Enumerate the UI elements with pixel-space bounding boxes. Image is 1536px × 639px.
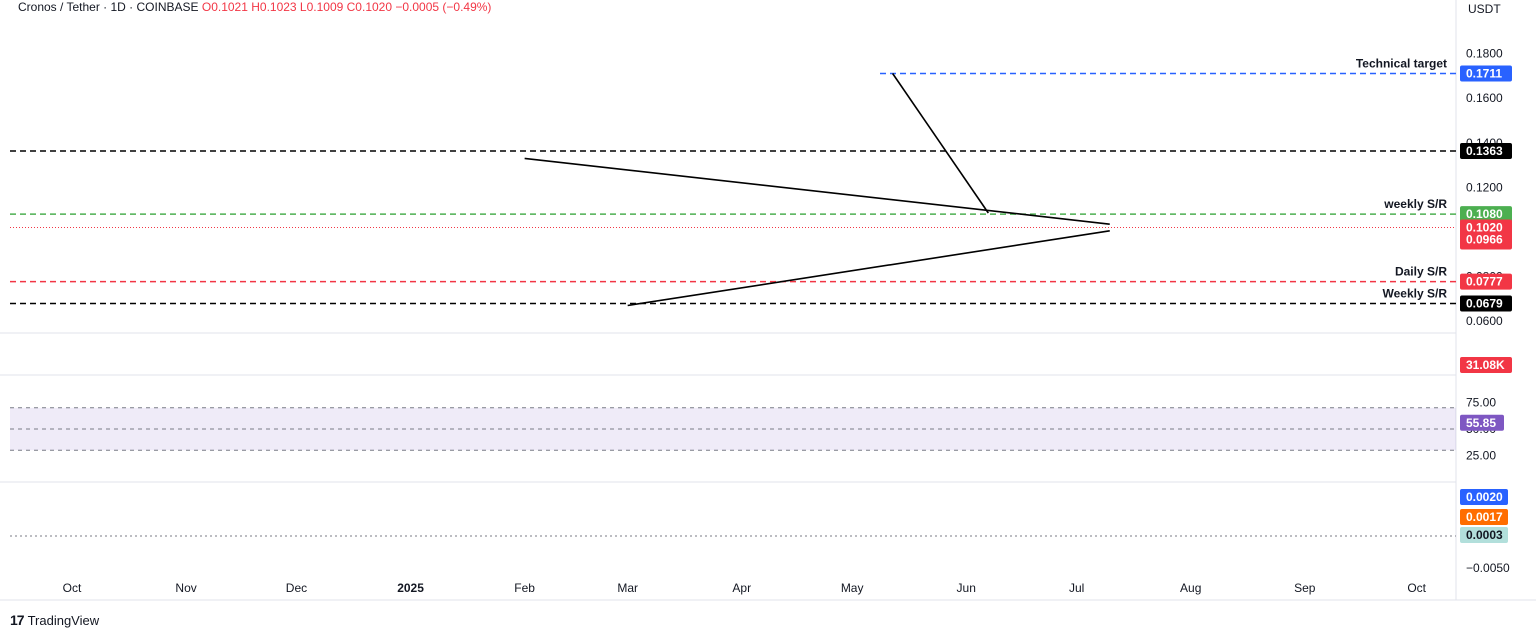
breakout_projection-trendline: [891, 73, 989, 214]
time-tick-label: Aug: [1180, 581, 1201, 595]
price-badge: [1460, 206, 1512, 223]
macd-tick-label: −0.0050: [1466, 561, 1510, 575]
volume-pane: 31.08K: [1460, 357, 1512, 373]
time-tick-label: Oct: [1407, 581, 1426, 595]
time-tick-label: Jul: [1069, 581, 1084, 595]
price-badge-value: 0.0777: [1466, 275, 1503, 289]
rsi-tick-label: 25.00: [1466, 449, 1496, 463]
price-tick-label: 0.1600: [1466, 91, 1503, 105]
price-tick-label: 0.1200: [1466, 180, 1503, 194]
currency-label[interactable]: USDT: [1468, 2, 1501, 16]
price-tick-label: 0.0600: [1466, 314, 1503, 328]
price-badge-value: 0.1711: [1466, 66, 1502, 80]
time-tick-label: May: [841, 581, 864, 595]
level-lines: Technical target weekly S/R Daily S/R Weekl…: [10, 56, 1456, 305]
macd-badge-value: 0.0017: [1466, 510, 1503, 524]
level-label: Weekly S/R: [1383, 286, 1448, 300]
upper-trendline: [524, 157, 1110, 225]
price-badge: [1460, 295, 1512, 312]
triangle-pattern: [524, 73, 1110, 307]
price-badge-value: 0.1080: [1466, 207, 1503, 221]
time-tick-label: 2025: [397, 581, 424, 595]
time-tick-label: Feb: [514, 581, 535, 595]
price-tick-label: 0.1800: [1466, 47, 1503, 61]
macd-badge: [1460, 527, 1508, 543]
chart-header: Cronos / Tether · 1D · COINBASE O0.1021 …: [18, 0, 491, 14]
macd-badge: [1460, 509, 1508, 525]
volume-badge: [1460, 357, 1512, 373]
pane-separators: [0, 332, 1456, 483]
lower-trendline: [627, 230, 1110, 307]
price-badge: [1460, 273, 1512, 290]
tradingview-mark-icon: 17: [10, 612, 25, 628]
price-badge-value: 0.1020: [1466, 220, 1503, 234]
price-badge: [1460, 231, 1512, 248]
price-badge: [1460, 65, 1512, 82]
price-badge-value: 0.0679: [1466, 296, 1503, 310]
price-badges: 0.17110.13630.10800.102017:41:530.09660.…: [1460, 65, 1514, 312]
macd-badge-value: 0.0003: [1466, 528, 1503, 542]
time-tick-label: Mar: [617, 581, 638, 595]
time-tick-label: Jun: [957, 581, 976, 595]
time-tick-label: Nov: [175, 581, 196, 595]
branding-label: TradingView: [27, 612, 100, 628]
symbol-title[interactable]: Cronos / Tether · 1D · COINBASE: [18, 0, 199, 14]
level-label: Technical target: [1356, 56, 1447, 70]
price-badge-value: 0.0966: [1466, 233, 1503, 247]
time-axis: Oct Nov Dec 2025 Feb Mar Apr May Jun Jul Aug Sep Oct: [63, 581, 1427, 595]
time-tick-label: Apr: [732, 581, 751, 595]
ohlc-readout: O0.1021 H0.1023 L0.1009 C0.1020 −0.0005 …: [201, 0, 492, 14]
macd-badge: [1460, 489, 1508, 505]
time-tick-label: Oct: [63, 581, 82, 595]
rsi-badge: [1460, 414, 1504, 431]
level-label: weekly S/R: [1383, 197, 1447, 211]
rsi-tick-label: 75.00: [1466, 396, 1496, 410]
time-tick-label: Dec: [286, 581, 307, 595]
volume-badge-value: 31.08K: [1466, 358, 1505, 372]
tradingview-logo[interactable]: 17 TradingView: [10, 612, 99, 628]
rsi-badge-value: 55.85: [1466, 416, 1496, 430]
level-label: Daily S/R: [1395, 265, 1447, 279]
macd-badge-value: 0.0020: [1466, 490, 1503, 504]
time-tick-label: Sep: [1294, 581, 1316, 595]
price-badge-value: 0.1363: [1466, 144, 1503, 158]
price-badge: [1460, 143, 1512, 160]
